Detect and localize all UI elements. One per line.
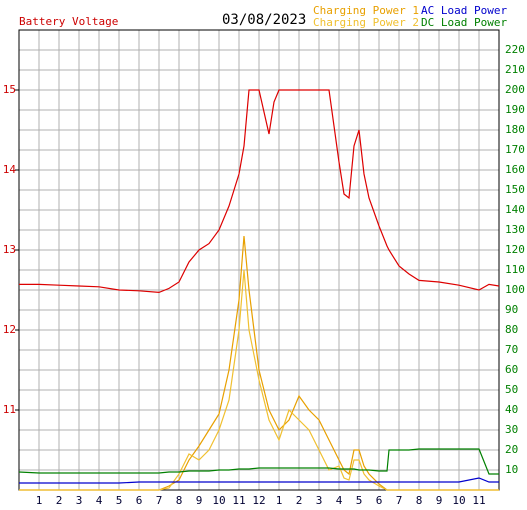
legend-entry: DC Load Power: [421, 16, 507, 29]
x-tick-label: 6: [376, 494, 383, 507]
series-line: [18, 448, 499, 475]
x-tick-label: 7: [156, 494, 163, 507]
y-tick-label: 15: [3, 83, 16, 96]
y2-tick-label: 110: [505, 263, 525, 276]
y2-tick-label: 200: [505, 83, 525, 96]
y2-tick-label: 210: [505, 63, 525, 76]
x-tick-label: 9: [436, 494, 443, 507]
y-tick-label: 11: [3, 403, 16, 416]
y2-tick-label: 30: [505, 423, 518, 436]
x-tick-label: 11: [232, 494, 245, 507]
y2-tick-label: 60: [505, 363, 518, 376]
x-tick-label: 2: [296, 494, 303, 507]
y-axis-label: Battery Voltage: [19, 15, 118, 28]
x-tick-label: 6: [136, 494, 143, 507]
series-line: [19, 269, 499, 491]
x-tick-label: 1: [36, 494, 43, 507]
y2-tick-label: 90: [505, 303, 518, 316]
x-tick-label: 8: [416, 494, 423, 507]
legend-entry: Charging Power 1: [313, 4, 419, 17]
x-tick-label: 3: [316, 494, 323, 507]
y2-tick-label: 170: [505, 143, 525, 156]
x-tick-label: 3: [76, 494, 83, 507]
y2-tick-label: 150: [505, 183, 525, 196]
x-tick-label: 5: [116, 494, 123, 507]
x-tick-label: 8: [176, 494, 183, 507]
y2-tick-label: 180: [505, 123, 525, 136]
x-tick-label: 9: [196, 494, 203, 507]
y2-tick-label: 20: [505, 443, 518, 456]
x-tick-label: 10: [212, 494, 225, 507]
y2-tick-label: 130: [505, 223, 525, 236]
legend-entry: Charging Power 2: [313, 16, 419, 29]
x-tick-label: 4: [336, 494, 343, 507]
x-tick-label: 12: [252, 494, 265, 507]
legend-entry: AC Load Power: [421, 4, 507, 17]
x-tick-label: 1: [276, 494, 283, 507]
x-tick-label: 10: [452, 494, 465, 507]
y2-tick-label: 120: [505, 243, 525, 256]
y2-tick-label: 220: [505, 43, 525, 56]
y2-tick-label: 70: [505, 343, 518, 356]
x-tick-label: 4: [96, 494, 103, 507]
y2-tick-label: 40: [505, 403, 518, 416]
plot-frame: [18, 29, 500, 491]
y2-tick-label: 190: [505, 103, 525, 116]
chart-title: 03/08/2023: [222, 12, 306, 28]
y-tick-label: 13: [3, 243, 16, 256]
series-line: [19, 89, 500, 294]
x-tick-label: 2: [56, 494, 63, 507]
y2-tick-label: 50: [505, 383, 518, 396]
y2-tick-label: 140: [505, 203, 525, 216]
y2-tick-label: 100: [505, 283, 525, 296]
x-tick-label: 5: [356, 494, 363, 507]
y-tick-label: 12: [3, 323, 16, 336]
y2-tick-label: 10: [505, 463, 518, 476]
x-tick-label: 7: [396, 494, 403, 507]
x-tick-label: 11: [472, 494, 485, 507]
series-line: [19, 477, 499, 484]
y2-tick-label: 80: [505, 323, 518, 336]
y-tick-label: 14: [3, 163, 17, 176]
y2-tick-label: 160: [505, 163, 525, 176]
